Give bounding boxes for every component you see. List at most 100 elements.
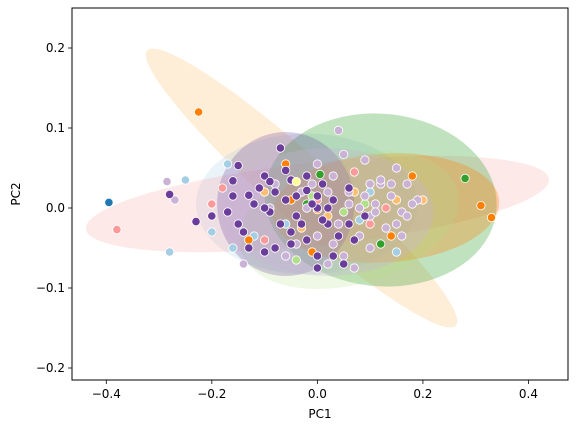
- point-pink-6: [207, 199, 217, 209]
- point-purple-38: [312, 191, 322, 201]
- y-tick-label: −0.2: [36, 361, 65, 375]
- point-lavender-3: [339, 149, 349, 159]
- point-purple-47: [344, 183, 354, 193]
- point-lavender-18: [333, 219, 344, 229]
- point-purple-31: [296, 219, 307, 229]
- point-lavender-39: [386, 179, 396, 189]
- point-purple-5: [259, 171, 270, 181]
- point-lavender-2: [333, 125, 344, 135]
- point-purple-8: [281, 165, 291, 175]
- point-lavender-40: [281, 251, 291, 261]
- point-lavender-32: [407, 199, 417, 209]
- point-purple-32: [302, 171, 312, 181]
- point-lavender-10: [402, 179, 412, 189]
- x-tick-label: 0.0: [308, 387, 327, 401]
- x-tick-label: −0.4: [92, 387, 121, 401]
- point-lavender-15: [323, 187, 333, 197]
- point-pink-4: [365, 219, 375, 229]
- point-lavender-14: [344, 199, 354, 209]
- point-purple-42: [223, 207, 233, 217]
- point-purple-49: [328, 251, 338, 261]
- point-pink-3: [349, 167, 359, 177]
- point-lavender-42: [354, 203, 365, 213]
- point-purple-21: [291, 211, 301, 221]
- point-purple-36: [339, 259, 349, 269]
- point-purple-13: [302, 185, 312, 195]
- point-orange-7: [486, 213, 497, 223]
- point-lavender-8: [391, 163, 402, 173]
- point-pink-7: [381, 203, 391, 213]
- point-purple-22: [302, 235, 312, 245]
- point-orange-2: [244, 235, 254, 245]
- point-purple-28: [307, 199, 317, 209]
- point-purple-12: [286, 227, 296, 237]
- point-green-2: [376, 239, 386, 249]
- point-lavender-1: [170, 195, 180, 205]
- point-purple-46: [312, 263, 322, 273]
- point-pink-1: [217, 183, 227, 193]
- x-axis-label: PC1: [308, 407, 331, 421]
- point-lavender-22: [360, 191, 370, 201]
- point-orange-6: [476, 201, 486, 211]
- point-purple-10: [238, 227, 249, 237]
- point-purple-26: [360, 211, 370, 221]
- point-lavender-23: [328, 239, 338, 249]
- point-purple-41: [244, 243, 254, 253]
- point-light_blue-0: [180, 175, 190, 185]
- point-purple-33: [333, 231, 344, 241]
- point-purple-2: [228, 176, 238, 186]
- point-light_blue-2: [207, 227, 217, 237]
- point-lavender-43: [328, 171, 338, 181]
- point-light_blue-5: [391, 247, 402, 257]
- point-light_blue-1: [223, 159, 233, 169]
- point-purple-43: [317, 215, 328, 225]
- point-purple-1: [191, 217, 201, 227]
- x-axis-ticks: −0.4 −0.2 0.0 0.2 0.4: [92, 380, 538, 401]
- point-purple-39: [291, 191, 301, 201]
- y-tick-label: 0.2: [46, 41, 65, 55]
- point-purple-44: [281, 195, 291, 205]
- y-axis-ticks: −0.2 −0.1 0.0 0.1 0.2: [36, 41, 72, 375]
- point-purple-25: [344, 219, 354, 229]
- ellipse-green-3: [264, 113, 497, 287]
- y-tick-label: −0.1: [36, 281, 65, 295]
- point-pink-0: [112, 225, 122, 235]
- point-purple-4: [244, 190, 254, 200]
- point-lavender-26: [349, 263, 359, 273]
- point-dark_blue-0: [104, 197, 114, 207]
- point-lavender-24: [381, 223, 391, 233]
- point-light_green-2: [339, 207, 349, 217]
- point-lavender-34: [323, 259, 333, 269]
- point-purple-34: [270, 243, 280, 253]
- point-light_green-0: [291, 255, 301, 265]
- point-lavender-38: [312, 159, 322, 169]
- point-purple-35: [254, 183, 264, 193]
- point-lavender-0: [162, 177, 172, 187]
- x-tick-label: −0.2: [197, 387, 226, 401]
- point-purple-23: [259, 203, 270, 213]
- point-purple-40: [323, 203, 333, 213]
- point-purple-27: [328, 195, 338, 205]
- x-tick-label: 0.2: [413, 387, 432, 401]
- point-purple-15: [317, 179, 328, 189]
- point-purple-17: [249, 199, 259, 209]
- point-lavender-41: [402, 211, 412, 221]
- point-light_blue-4: [228, 243, 238, 253]
- point-pink-2: [259, 235, 270, 245]
- point-lavender-30: [365, 243, 375, 253]
- point-orange-0: [194, 107, 204, 117]
- point-lavender-19: [391, 219, 402, 229]
- point-lavender-33: [307, 179, 317, 189]
- plot-frame: [71, 7, 569, 381]
- point-purple-19: [207, 211, 217, 221]
- point-lavender-4: [360, 155, 370, 165]
- point-purple-37: [233, 219, 243, 229]
- point-purple-18: [228, 191, 238, 201]
- point-yellow-0: [291, 177, 301, 187]
- y-tick-label: 0.1: [46, 121, 65, 135]
- point-purple-0: [165, 189, 175, 199]
- x-tick-label: 0.4: [519, 387, 538, 401]
- point-lavender-28: [339, 251, 349, 261]
